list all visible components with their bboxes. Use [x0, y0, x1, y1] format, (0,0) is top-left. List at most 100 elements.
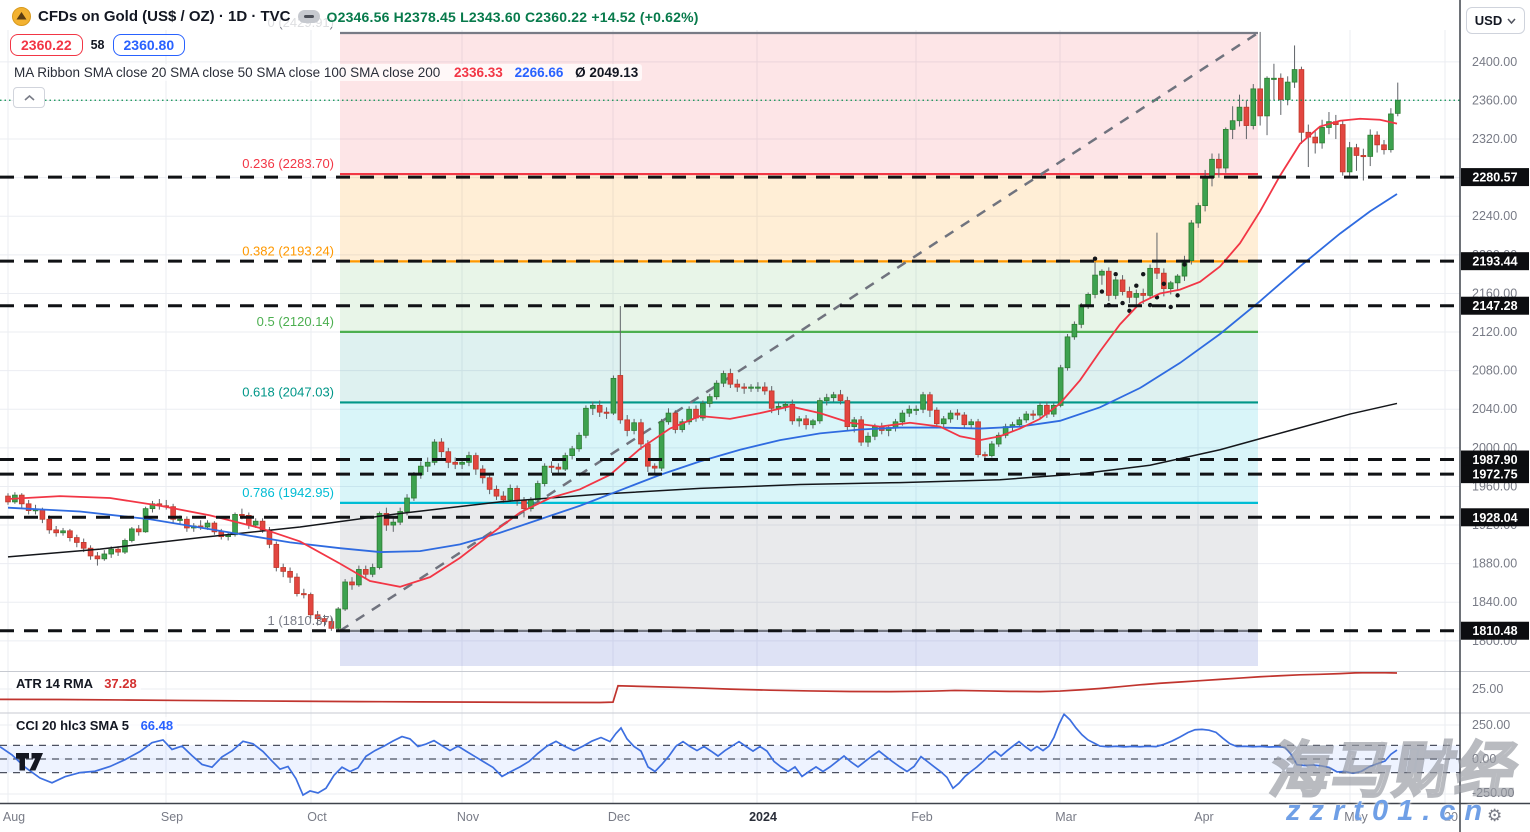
price-badge — [1461, 252, 1529, 271]
fib-level-label: 0.618 (2047.03) — [242, 384, 334, 399]
candle — [631, 422, 637, 431]
candle — [1147, 267, 1153, 296]
candle — [87, 547, 94, 557]
candle — [493, 488, 500, 497]
month-label[interactable]: Apr — [1194, 810, 1213, 824]
candle — [617, 375, 624, 421]
atr-axis-label: 25.00 — [1472, 682, 1503, 696]
currency-selector[interactable]: USD — [1466, 7, 1525, 34]
ask-price-box[interactable]: 2360.80 — [112, 34, 186, 56]
candle — [500, 495, 507, 501]
symbol-legend[interactable]: CFDs on Gold (US$ / OZ) · 1D · TVC O2346… — [8, 6, 703, 27]
month-label[interactable]: Nov — [457, 810, 480, 824]
axis-price-label: 2040.00 — [1472, 402, 1517, 416]
candle — [1174, 275, 1181, 284]
candle — [1195, 205, 1202, 224]
bid-price-box[interactable]: 2360.22 — [10, 34, 83, 56]
candle — [521, 500, 527, 510]
symbol-title[interactable]: CFDs on Gold (US$ / OZ) · 1D · TVC — [38, 8, 291, 25]
candle — [252, 520, 259, 526]
cci-indicator-legend[interactable]: CCI 20 hlc3 SMA 5 66.48 — [12, 717, 178, 734]
gold-symbol-icon — [12, 7, 31, 26]
candle — [1374, 134, 1380, 146]
axis-price-label: 2080.00 — [1472, 364, 1517, 378]
candle — [362, 569, 369, 575]
candle — [576, 434, 582, 450]
cci-axis-label: -250.00 — [1472, 786, 1514, 800]
candle — [1140, 293, 1147, 296]
month-label[interactable]: Sep — [161, 810, 183, 824]
tradingview-logo[interactable] — [16, 753, 46, 778]
candle — [934, 409, 940, 425]
candle — [672, 412, 679, 430]
candle — [954, 412, 961, 416]
candle — [321, 618, 328, 622]
candle — [727, 373, 734, 385]
month-label[interactable]: Mar — [1055, 810, 1077, 824]
spread-value: 58 — [90, 38, 105, 52]
candle — [1346, 147, 1353, 173]
candle — [1222, 128, 1229, 169]
candle — [1388, 113, 1394, 151]
collapse-legend-button[interactable] — [13, 87, 45, 108]
candle — [741, 386, 747, 389]
candle — [307, 594, 314, 616]
candle — [1119, 279, 1126, 292]
month-label[interactable]: May — [1344, 810, 1368, 824]
candle — [665, 412, 672, 423]
cci-axis-label: 0.00 — [1472, 752, 1496, 766]
candle — [356, 569, 362, 586]
month-label[interactable]: Aug — [3, 810, 25, 824]
candle — [342, 581, 348, 610]
month-label[interactable]: Feb — [911, 810, 933, 824]
candle — [899, 412, 906, 423]
candle — [383, 513, 390, 526]
candle — [734, 383, 741, 388]
price-badge — [1461, 508, 1529, 527]
candle — [913, 408, 919, 411]
month-label[interactable]: Oct — [307, 810, 327, 824]
price-badge — [1461, 621, 1529, 640]
fib-level-label: 0.382 (2193.24) — [242, 243, 334, 258]
axis-settings-gear-icon[interactable]: ⚙ — [1487, 806, 1503, 825]
fib-level-label: 1 (1810.37) — [268, 613, 335, 628]
candle — [1360, 155, 1367, 158]
candle — [1264, 77, 1270, 117]
price-badge — [1461, 465, 1529, 484]
cci-line — [0, 712, 1398, 797]
month-label[interactable]: Dec — [608, 810, 630, 824]
candle — [603, 411, 610, 414]
candle — [927, 394, 933, 411]
candle — [1257, 88, 1263, 117]
candle — [583, 407, 589, 436]
candle — [1106, 270, 1112, 296]
candle — [211, 522, 218, 533]
candle — [679, 421, 686, 430]
ma-ribbon-legend[interactable]: MA Ribbon SMA close 20 SMA close 50 SMA … — [10, 64, 643, 81]
candle — [486, 477, 493, 490]
fib-zone — [340, 331, 1258, 403]
ohlc-values: O2346.56 H2378.45 L2343.60 C2360.22 +14.… — [326, 8, 699, 25]
candle — [1188, 222, 1195, 262]
candle — [1085, 294, 1091, 306]
candle — [177, 518, 183, 521]
sma-50-line — [7, 193, 1398, 553]
candle — [142, 508, 149, 533]
cci-value: 66.48 — [140, 718, 174, 733]
pattern-dot — [1168, 304, 1173, 310]
hide-indicator-icon[interactable] — [297, 10, 320, 23]
candle — [569, 448, 575, 456]
atr-indicator-legend[interactable]: ATR 14 RMA 37.28 — [12, 675, 141, 692]
candle — [1202, 177, 1208, 207]
candle — [1064, 336, 1071, 369]
candle — [1353, 147, 1360, 156]
tradingview-logo-icon — [16, 753, 43, 771]
month-label[interactable]: 2024 — [749, 810, 777, 824]
candle — [1016, 419, 1023, 426]
candle — [1284, 81, 1291, 100]
month-label[interactable]: 20 — [1444, 810, 1458, 824]
candle — [1250, 88, 1257, 126]
axis-price-label: 1840.00 — [1472, 595, 1517, 609]
